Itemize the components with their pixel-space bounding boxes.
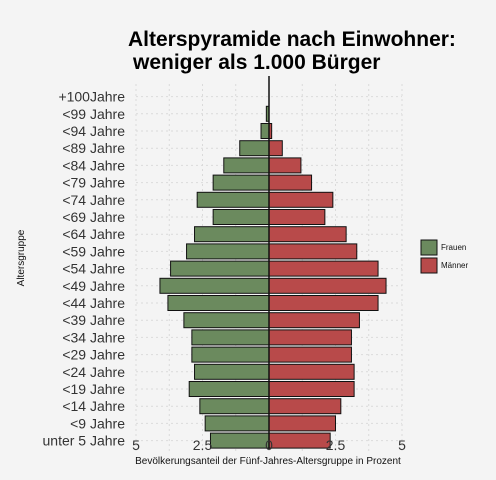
bar-maenner	[268, 312, 360, 329]
bar-frauen	[223, 157, 270, 174]
bar-frauen	[191, 329, 270, 346]
bar-frauen	[209, 432, 270, 449]
legend-swatch-frauen	[420, 239, 438, 256]
x-tick-label: 5	[132, 437, 140, 453]
y-tick-label: <94 Jahre	[62, 123, 125, 139]
bar-frauen	[239, 140, 270, 157]
bar-frauen	[199, 398, 270, 415]
y-tick-label: unter 5 Jahre	[43, 433, 126, 449]
bar-maenner	[268, 157, 302, 174]
bar-frauen	[186, 243, 270, 260]
bar-frauen	[204, 415, 270, 432]
y-tick-label: <29 Jahre	[62, 347, 125, 363]
bar-maenner	[268, 277, 387, 294]
y-tick-label: <9 Jahre	[70, 415, 125, 431]
bar-maenner	[268, 209, 326, 225]
x-tick-label: 0	[265, 437, 273, 453]
bar-frauen	[188, 381, 270, 397]
y-tick-label: <89 Jahre	[62, 140, 125, 156]
x-tick-label: 5	[398, 437, 406, 453]
bar-maenner	[268, 243, 358, 260]
legend-label-frauen: Frauen	[441, 243, 466, 252]
bar-frauen	[212, 174, 270, 191]
y-tick-label: <49 Jahre	[62, 278, 125, 294]
bar-maenner	[268, 432, 331, 449]
bar-maenner	[268, 363, 355, 380]
y-tick-label: <64 Jahre	[62, 226, 125, 242]
bar-frauen	[194, 226, 270, 243]
bar-frauen	[167, 295, 270, 311]
bar-frauen	[212, 209, 270, 225]
y-tick-label: <24 Jahre	[62, 364, 125, 380]
y-axis-label: Altersgruppe	[16, 229, 27, 286]
bar-maenner	[268, 329, 352, 346]
x-tick-label: 2.5	[326, 437, 346, 453]
bars-layer	[159, 105, 387, 449]
x-tick-labels: 5 2.5 0 2.5 5	[132, 437, 406, 453]
y-tick-label: <59 Jahre	[62, 243, 125, 259]
y-tick-label: <79 Jahre	[62, 175, 125, 191]
bar-frauen	[194, 363, 270, 380]
x-axis-label: Bevölkerungsanteil der Fünf-Jahres-Alter…	[135, 456, 401, 467]
bar-frauen	[183, 312, 270, 329]
legend-swatch-maenner	[420, 257, 438, 274]
bar-maenner	[268, 140, 283, 157]
legend: Frauen Männer	[420, 239, 468, 274]
bar-maenner	[268, 174, 313, 191]
bar-frauen	[170, 260, 270, 277]
bar-frauen	[191, 346, 270, 363]
y-tick-label: <39 Jahre	[62, 312, 125, 328]
bar-maenner	[268, 415, 336, 432]
bar-maenner	[268, 260, 379, 277]
bar-maenner	[268, 226, 347, 243]
y-tick-label: <14 Jahre	[62, 398, 125, 414]
bar-maenner	[268, 191, 334, 208]
y-tick-label: +100Jahre	[58, 89, 125, 105]
y-tick-label: <54 Jahre	[62, 261, 125, 277]
y-tick-labels: unter 5 Jahre<9 Jahre<14 Jahre<19 Jahre<…	[43, 89, 126, 449]
y-tick-label: <44 Jahre	[62, 295, 125, 311]
legend-label-maenner: Männer	[441, 261, 468, 270]
y-tick-label: <74 Jahre	[62, 192, 125, 208]
y-tick-label: <84 Jahre	[62, 157, 125, 173]
bar-frauen	[196, 191, 270, 208]
bar-maenner	[268, 398, 342, 415]
y-tick-label: <99 Jahre	[62, 106, 125, 122]
y-tick-label: <69 Jahre	[62, 209, 125, 225]
y-tick-label: <19 Jahre	[62, 381, 125, 397]
bar-frauen	[159, 277, 270, 294]
bar-maenner	[268, 346, 352, 363]
x-tick-label: 2.5	[193, 437, 213, 453]
chart-title-line-2: weniger als 1.000 Bürger	[132, 51, 380, 74]
y-tick-label: <34 Jahre	[62, 329, 125, 345]
bar-maenner	[268, 295, 379, 311]
bar-frauen	[260, 123, 270, 139]
chart-title-line-1: Alterspyramide nach Einwohner:	[128, 28, 456, 51]
bar-maenner	[268, 381, 355, 397]
